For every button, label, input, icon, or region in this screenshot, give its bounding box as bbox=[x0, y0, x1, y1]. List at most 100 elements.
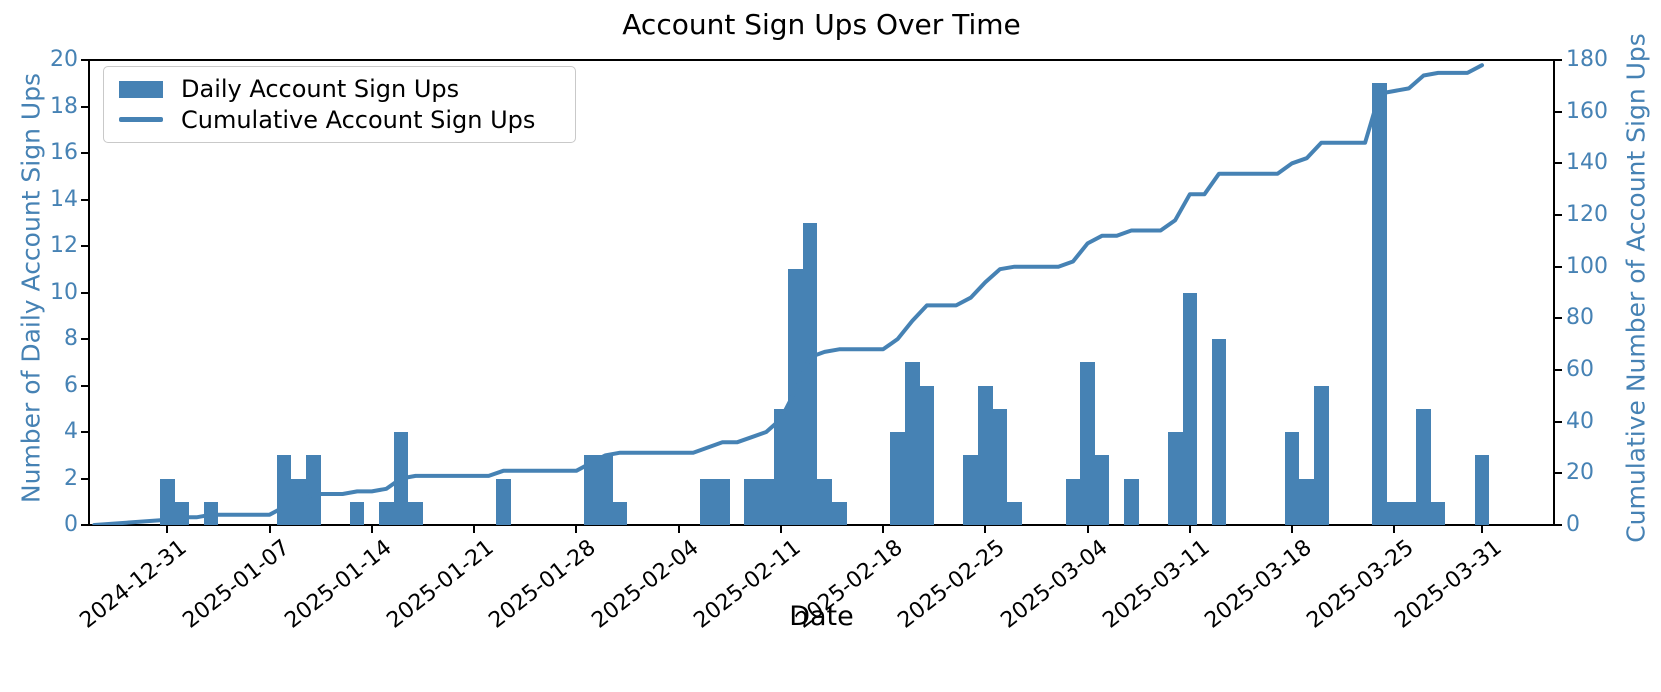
daily-bar bbox=[788, 269, 803, 525]
daily-bar bbox=[583, 455, 599, 525]
daily-bar bbox=[1401, 501, 1417, 525]
y-left-tick-mark bbox=[81, 59, 88, 61]
x-tick-mark bbox=[268, 526, 271, 533]
x-tick-mark bbox=[1086, 526, 1089, 533]
x-tick-mark bbox=[166, 526, 169, 533]
daily-bar bbox=[1430, 501, 1446, 525]
daily-bar bbox=[700, 478, 716, 525]
daily-bar bbox=[612, 501, 628, 525]
y-left-tick-label: 14 bbox=[50, 186, 78, 212]
y-right-tick-mark bbox=[1555, 162, 1562, 165]
y-right-tick-label: 80 bbox=[1566, 305, 1594, 331]
daily-bar bbox=[1124, 478, 1139, 525]
daily-bar bbox=[890, 432, 905, 525]
daily-bar bbox=[1065, 478, 1081, 525]
daily-bar bbox=[159, 478, 175, 525]
daily-bar bbox=[831, 501, 847, 525]
daily-bar bbox=[1080, 362, 1095, 525]
y-right-tick-mark bbox=[1555, 369, 1562, 371]
y-left-tick-mark bbox=[81, 431, 88, 433]
y-axis-label-right: Cumulative Number of Account Sign Ups bbox=[1621, 33, 1651, 543]
daily-bar bbox=[773, 408, 789, 525]
daily-bar bbox=[1182, 292, 1198, 525]
y-right-tick-label: 140 bbox=[1566, 150, 1608, 176]
daily-bar bbox=[408, 501, 423, 525]
y-left-tick-label: 8 bbox=[64, 326, 78, 351]
y-left-tick-label: 0 bbox=[64, 512, 78, 537]
y-left-tick-label: 6 bbox=[64, 372, 78, 398]
y-left-tick-mark bbox=[81, 384, 88, 387]
daily-bar bbox=[744, 478, 759, 525]
y-left-tick-label: 2 bbox=[64, 465, 78, 491]
y-left-tick-label: 12 bbox=[50, 233, 78, 258]
daily-bar bbox=[1474, 455, 1490, 525]
daily-bar bbox=[1372, 83, 1388, 525]
daily-bar bbox=[1094, 455, 1110, 525]
x-tick-mark bbox=[1291, 526, 1294, 533]
y-right-tick-label: 120 bbox=[1566, 202, 1608, 227]
y-right-tick-mark bbox=[1555, 420, 1562, 423]
daily-bar bbox=[306, 455, 321, 525]
daily-bar bbox=[1284, 432, 1300, 525]
daily-bar bbox=[1314, 385, 1329, 525]
x-tick-mark bbox=[677, 526, 680, 533]
y-left-tick-label: 16 bbox=[50, 140, 78, 165]
y-right-tick-label: 180 bbox=[1566, 47, 1608, 72]
daily-bar bbox=[1387, 501, 1402, 525]
legend-row-cumulative: Cumulative Account Sign Ups bbox=[119, 105, 560, 136]
x-tick-mark bbox=[882, 526, 885, 533]
legend: Daily Account Sign Ups Cumulative Accoun… bbox=[103, 66, 576, 143]
daily-bar bbox=[1167, 432, 1183, 525]
daily-bar bbox=[1299, 478, 1314, 525]
y-right-tick-mark bbox=[1555, 59, 1562, 61]
x-tick-mark bbox=[473, 526, 476, 533]
legend-row-daily: Daily Account Sign Ups bbox=[119, 74, 560, 105]
chart-title: Account Sign Ups Over Time bbox=[622, 8, 1021, 41]
y-right-tick-label: 0 bbox=[1566, 512, 1580, 537]
daily-bar bbox=[1416, 408, 1431, 525]
x-tick-mark bbox=[1393, 526, 1396, 533]
legend-label-daily: Daily Account Sign Ups bbox=[181, 75, 460, 104]
y-axis-label-left: Number of Daily Account Sign Ups bbox=[16, 72, 46, 504]
y-right-tick-mark bbox=[1555, 110, 1562, 113]
y-right-tick-mark bbox=[1555, 472, 1562, 475]
y-left-tick-mark bbox=[81, 291, 88, 294]
y-left-tick-mark bbox=[81, 245, 88, 247]
daily-bar bbox=[978, 385, 993, 525]
y-left-tick-label: 20 bbox=[50, 47, 78, 72]
cumulative-line bbox=[92, 63, 1484, 525]
y-right-tick-label: 40 bbox=[1566, 408, 1594, 434]
cumulative-line-swatch bbox=[119, 117, 163, 123]
x-tick-mark bbox=[779, 526, 782, 533]
x-tick-mark bbox=[575, 526, 578, 533]
x-tick-mark bbox=[1188, 526, 1191, 533]
daily-bar bbox=[963, 455, 979, 525]
daily-bar-swatch bbox=[119, 80, 163, 98]
x-tick-mark bbox=[1481, 526, 1483, 533]
daily-bar bbox=[1211, 339, 1227, 525]
daily-bar bbox=[715, 478, 730, 525]
daily-bar bbox=[349, 501, 365, 525]
daily-bar bbox=[598, 455, 613, 525]
daily-bar bbox=[802, 222, 818, 525]
y-left-tick-label: 18 bbox=[50, 93, 78, 119]
x-axis-label: Date bbox=[789, 601, 854, 632]
daily-bar bbox=[992, 408, 1008, 525]
y-right-tick-mark bbox=[1555, 317, 1562, 320]
x-tick-mark bbox=[370, 526, 373, 533]
y-left-tick-mark bbox=[81, 105, 88, 108]
y-right-tick-label: 160 bbox=[1566, 98, 1608, 124]
y-right-tick-mark bbox=[1555, 214, 1562, 216]
y-right-tick-label: 100 bbox=[1566, 253, 1608, 279]
y-left-tick-label: 10 bbox=[50, 279, 78, 305]
x-tick-mark bbox=[984, 526, 987, 533]
y-right-tick-label: 20 bbox=[1566, 460, 1594, 486]
daily-bar bbox=[817, 478, 832, 525]
daily-bar bbox=[919, 385, 935, 525]
y-left-tick-mark bbox=[81, 524, 88, 526]
daily-bar bbox=[904, 362, 920, 525]
y-left-tick-mark bbox=[81, 477, 88, 480]
daily-bar bbox=[379, 501, 394, 525]
y-left-tick-mark bbox=[81, 198, 88, 201]
